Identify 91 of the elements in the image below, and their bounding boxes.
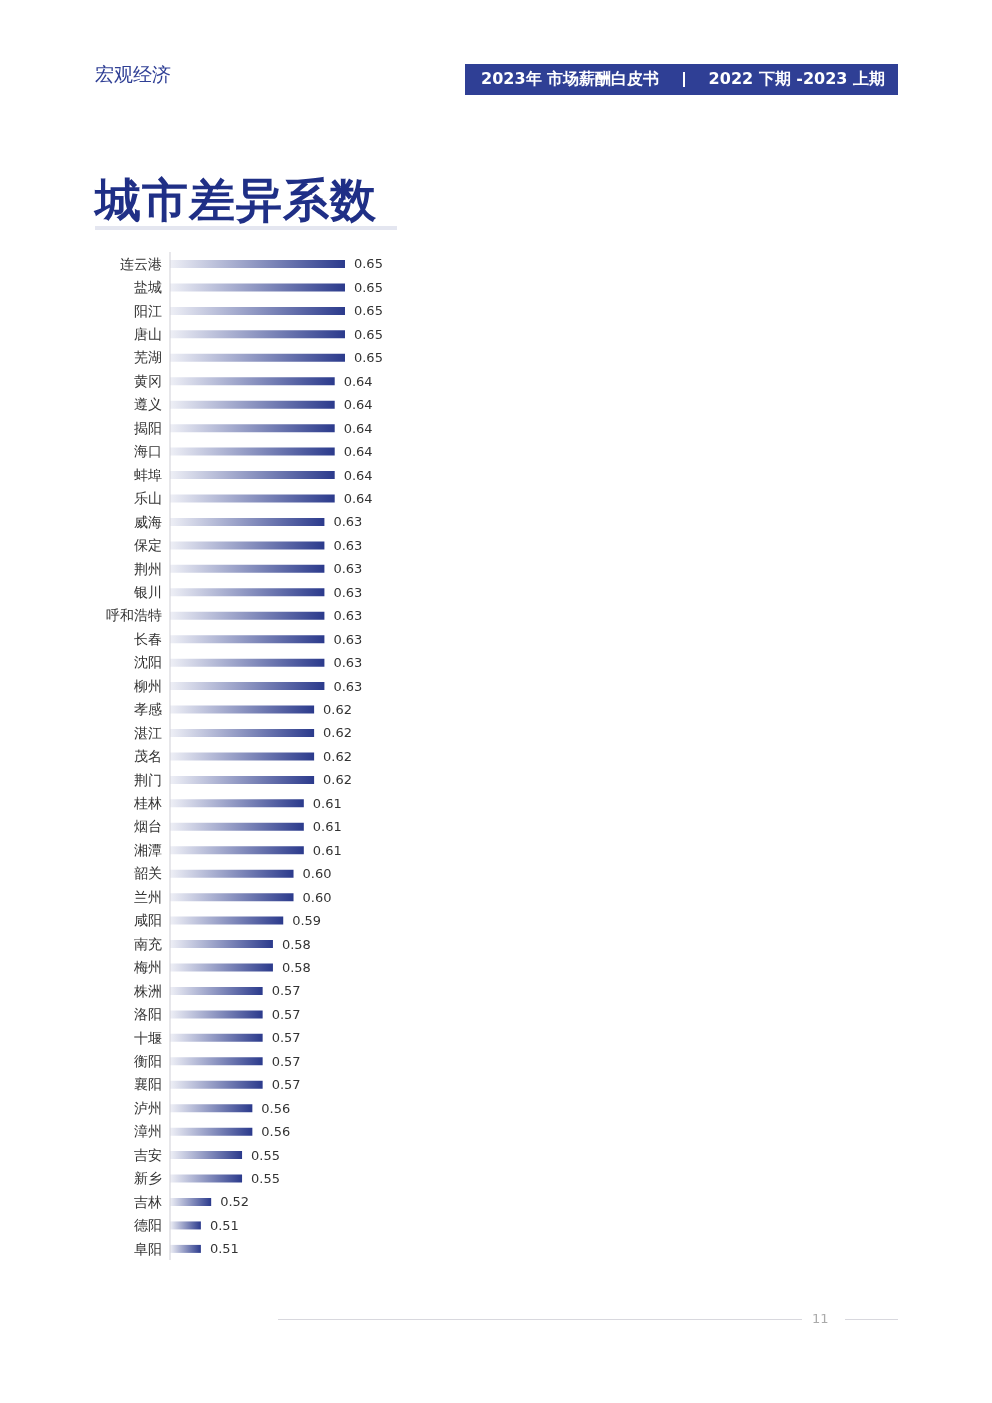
data-label: 0.62	[323, 748, 353, 764]
y-tick-label: 揭阳	[134, 419, 162, 436]
y-tick-label: 湘潭	[134, 841, 162, 858]
y-tick-label: 南充	[134, 935, 162, 952]
data-label: 0.62	[323, 772, 353, 788]
data-label: 0.57	[271, 1006, 301, 1022]
data-label: 0.63	[333, 631, 363, 647]
y-tick-label: 新乡	[134, 1170, 162, 1187]
data-label: 0.52	[220, 1194, 250, 1210]
data-label: 0.51	[209, 1241, 239, 1257]
data-label: 0.65	[354, 279, 383, 295]
data-label: 0.65	[354, 303, 383, 319]
data-label: 0.57	[271, 1053, 301, 1069]
data-label: 0.62	[323, 725, 353, 741]
text: 宏观经济	[95, 62, 171, 87]
y-tick-label: 沈阳	[134, 654, 162, 671]
y-tick-label: 泸州	[134, 1099, 162, 1116]
data-label: 0.64	[343, 444, 373, 460]
y-tick-label: 阜阳	[134, 1240, 162, 1257]
y-tick-label: 长春	[134, 630, 162, 647]
y-tick-label: 兰州	[134, 888, 162, 905]
y-tick-label: 德阳	[134, 1217, 162, 1234]
data-label: 0.61	[312, 842, 342, 858]
data-label: 0.56	[261, 1124, 291, 1140]
data-label: 0.63	[333, 514, 363, 530]
chart-title: 城市差异系数	[95, 172, 377, 229]
y-tick-label: 吉林	[134, 1193, 162, 1210]
data-label: 0.65	[354, 256, 383, 272]
data-label: 0.63	[333, 655, 363, 671]
data-label: 0.65	[354, 326, 383, 342]
y-tick-label: 芜湖	[134, 349, 162, 366]
y-tick-label: 襄阳	[134, 1076, 162, 1093]
text: 2023年 市场薪酬白皮书	[481, 69, 660, 90]
data-label: 0.61	[312, 795, 342, 811]
y-tick-label: 茂名	[134, 748, 162, 765]
y-tick-label: 蚌埠	[134, 466, 162, 483]
y-tick-label: 海口	[134, 443, 162, 460]
y-tick-label: 桂林	[133, 795, 162, 812]
data-label: 0.59	[292, 913, 322, 929]
data-label: 0.63	[333, 561, 363, 577]
y-tick-label: 梅州	[133, 959, 162, 976]
y-tick-label: 保定	[134, 537, 162, 554]
y-tick-label: 衡阳	[134, 1052, 162, 1069]
y-tick-label: 阳江	[134, 302, 162, 319]
data-label: 0.56	[261, 1100, 291, 1116]
data-label: 0.64	[343, 373, 373, 389]
y-tick-label: 柳州	[134, 677, 162, 694]
y-tick-label: 连云港	[120, 255, 162, 272]
text: 11	[812, 1311, 829, 1326]
y-tick-label: 韶关	[134, 865, 162, 882]
y-tick-label: 孝感	[134, 701, 162, 718]
data-label: 0.55	[251, 1171, 280, 1187]
y-tick-label: 湛江	[134, 724, 162, 741]
y-tick-label: 盐城	[134, 279, 162, 296]
y-tick-label: 威海	[134, 513, 162, 530]
y-tick-label: 唐山	[134, 326, 162, 343]
y-tick-label: 遵义	[134, 396, 162, 413]
y-tick-label: 吉安	[134, 1146, 162, 1163]
data-label: 0.63	[333, 678, 363, 694]
y-tick-label: 咸阳	[134, 912, 162, 929]
data-label: 0.60	[302, 889, 332, 905]
y-tick-label: 洛阳	[134, 1006, 162, 1023]
y-tick-label: 漳州	[134, 1123, 162, 1140]
y-tick-label: 呼和浩特	[106, 607, 162, 624]
y-tick-label: 荆州	[134, 560, 162, 577]
data-label: 0.57	[271, 1077, 301, 1093]
data-label: 0.58	[281, 936, 311, 952]
data-label: 0.64	[343, 491, 373, 506]
y-tick-label: 烟台	[134, 818, 162, 835]
data-label: 0.51	[209, 1217, 239, 1233]
data-label: 0.63	[333, 584, 363, 600]
data-label: 0.64	[343, 420, 373, 436]
data-label: 0.63	[333, 608, 363, 624]
y-tick-label: 黄冈	[134, 372, 162, 389]
y-tick-label: 十堰	[134, 1029, 162, 1046]
text: 2022 下期 -2023 上期	[708, 69, 886, 90]
y-tick-label: 株洲	[133, 982, 162, 999]
data-label: 0.55	[251, 1147, 280, 1163]
data-label: 0.65	[354, 350, 383, 366]
y-tick-label: 乐山	[134, 490, 162, 507]
y-tick-label: 荆门	[134, 771, 162, 788]
data-label: 0.57	[271, 983, 301, 999]
data-label: 0.63	[333, 537, 363, 553]
data-label: 0.62	[323, 702, 353, 718]
data-label: 0.60	[302, 866, 332, 882]
data-label: 0.57	[271, 1030, 301, 1046]
data-label: 0.64	[343, 467, 373, 483]
data-label: 0.58	[281, 960, 311, 975]
data-label: 0.61	[312, 819, 342, 835]
y-tick-label: 银川	[133, 583, 162, 600]
data-label: 0.64	[343, 397, 373, 413]
